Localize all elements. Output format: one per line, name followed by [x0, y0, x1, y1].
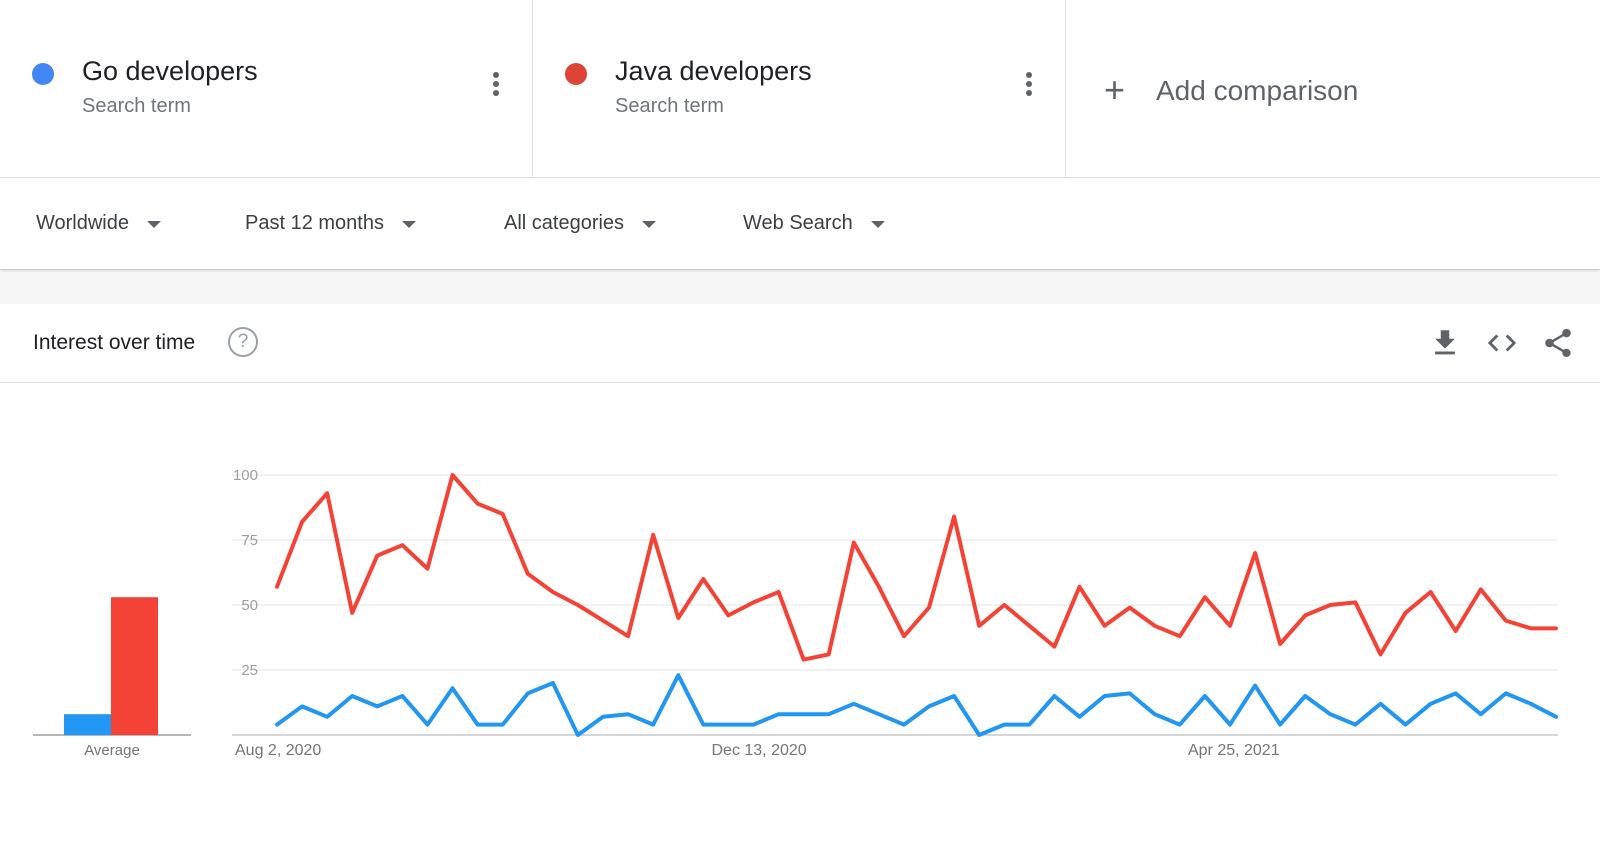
interest-over-time-header: Interest over time ?	[0, 304, 1600, 383]
term-card-go[interactable]: Go developers Search term	[0, 0, 533, 178]
download-icon[interactable]	[1428, 326, 1462, 360]
chevron-down-icon	[870, 220, 885, 228]
average-bar	[64, 714, 111, 735]
plus-icon: +	[1104, 69, 1126, 110]
series-color-dot	[565, 63, 587, 85]
term-card-java[interactable]: Java developers Search term	[533, 0, 1066, 178]
filter-bar: Worldwide Past 12 months All categories …	[0, 179, 1600, 270]
chart-series	[275, 473, 1558, 737]
help-icon[interactable]: ?	[228, 327, 258, 357]
add-comparison-label: Add comparison	[1156, 75, 1359, 106]
category-label: All categories	[504, 212, 625, 234]
chevron-down-icon	[642, 220, 657, 228]
search-type-dropdown[interactable]: Web Search	[743, 212, 885, 235]
card-title: Interest over time	[33, 331, 196, 354]
region-dropdown[interactable]: Worldwide	[36, 212, 161, 235]
y-axis-ticks: 25 50 75 100	[233, 467, 258, 679]
category-dropdown[interactable]: All categories	[504, 212, 657, 235]
x-axis-ticks: Aug 2, 2020 Dec 13, 2020 Apr 25, 2021	[235, 742, 1280, 759]
y-tick-label: 100	[233, 467, 258, 484]
term-name[interactable]: Go developers	[82, 56, 258, 86]
term-type: Search term	[615, 95, 724, 117]
chevron-down-icon	[401, 220, 416, 228]
average-chart: Average	[33, 597, 191, 759]
y-tick-label: 50	[241, 597, 258, 614]
y-tick-label: 75	[241, 532, 258, 549]
chevron-down-icon	[147, 220, 161, 228]
search-type-label: Web Search	[743, 212, 853, 234]
comparison-bar: Go developers Search term Java developer…	[0, 0, 1600, 178]
time-range-label: Past 12 months	[245, 212, 384, 234]
y-tick-label: 25	[241, 662, 258, 679]
more-options-icon[interactable]	[490, 72, 502, 102]
share-icon[interactable]	[1541, 326, 1575, 360]
time-range-dropdown[interactable]: Past 12 months	[245, 212, 416, 235]
more-options-icon[interactable]	[1023, 72, 1035, 102]
chart-gridlines	[232, 474, 1558, 736]
chart-canvas: Average 25 50 75 100 Aug 2, 2020 Dec 13, 202…	[33, 467, 1558, 759]
series-color-dot	[32, 63, 54, 85]
x-tick-label: Aug 2, 2020	[235, 742, 321, 759]
average-bar	[111, 597, 158, 735]
series-line	[275, 673, 1558, 737]
average-label: Average	[84, 742, 140, 759]
add-comparison-button[interactable]: + Add comparison	[1066, 0, 1600, 178]
section-divider	[0, 272, 1600, 304]
region-label: Worldwide	[36, 212, 129, 234]
embed-code-icon[interactable]	[1485, 326, 1519, 360]
term-name[interactable]: Java developers	[615, 56, 812, 86]
term-type: Search term	[82, 95, 191, 117]
x-tick-label: Apr 25, 2021	[1188, 742, 1280, 759]
interest-over-time-chart: Average 25 50 75 100 Aug 2, 2020 Dec 13, 202…	[0, 384, 1600, 857]
x-tick-label: Dec 13, 2020	[711, 742, 806, 759]
series-line	[275, 473, 1558, 662]
